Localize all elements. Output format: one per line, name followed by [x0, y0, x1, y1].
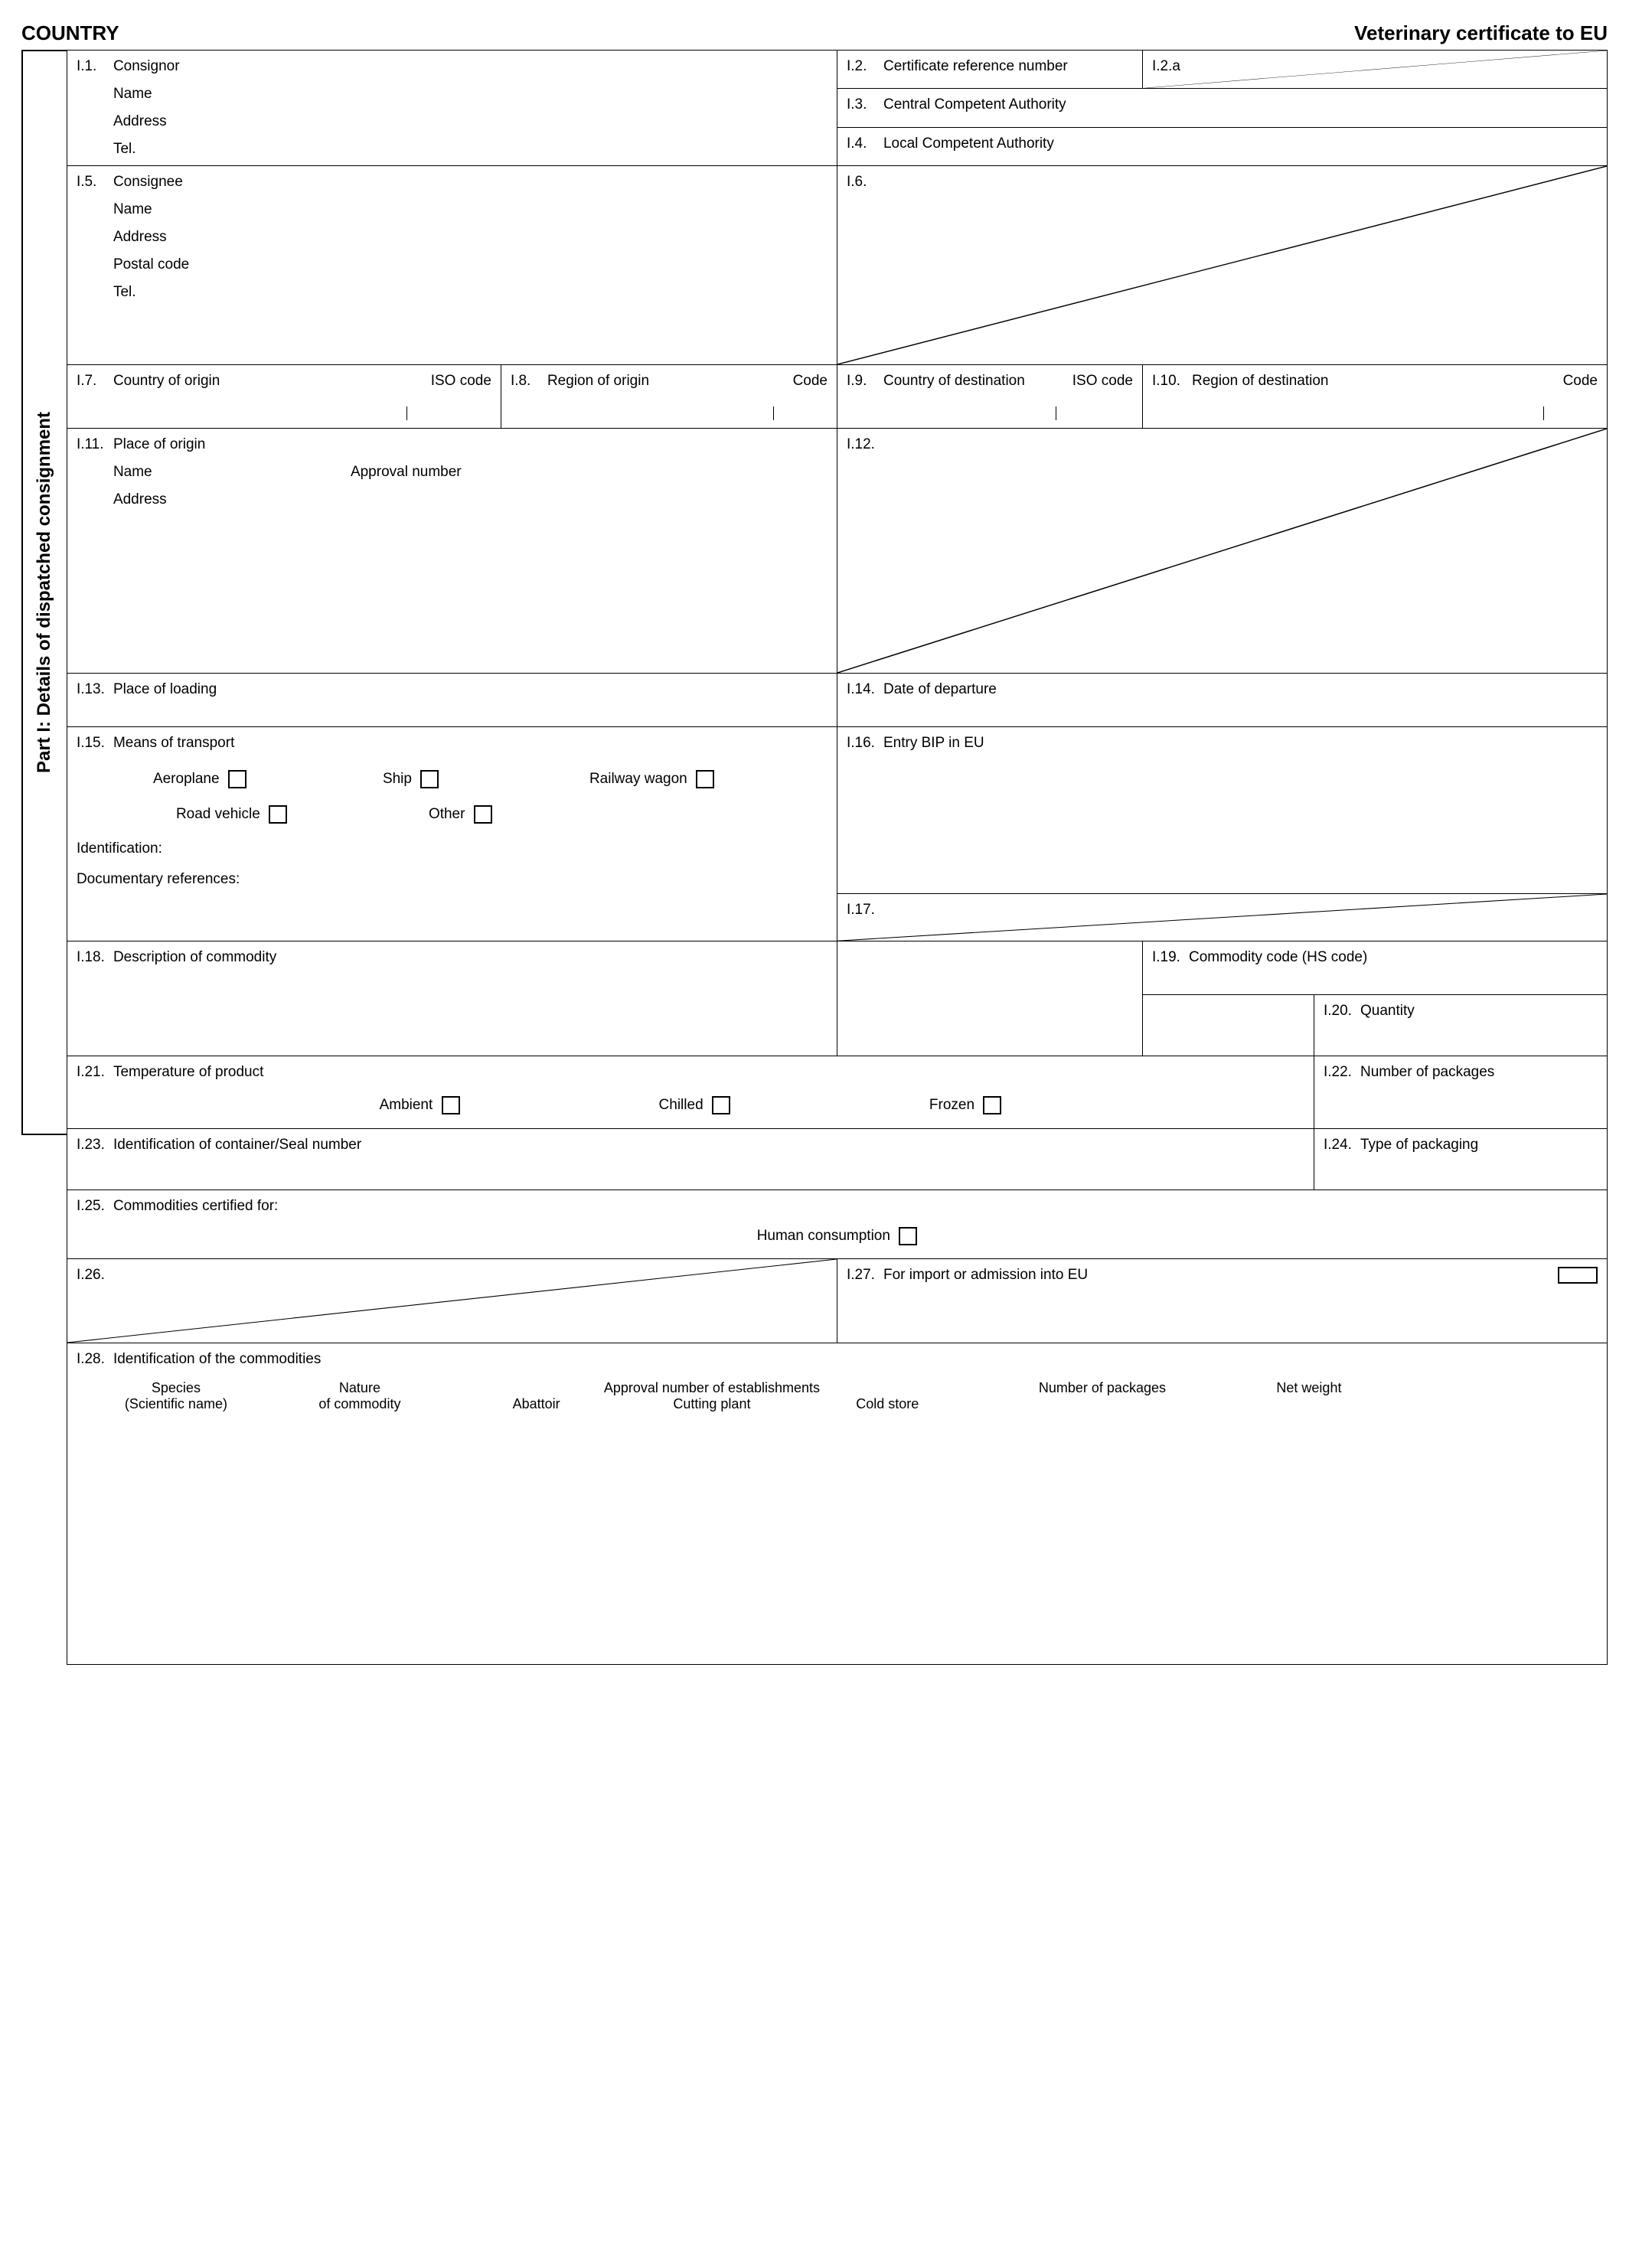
chilled-checkbox[interactable] — [712, 1096, 730, 1114]
box-i25: I.25.Commodities certified for: Human co… — [67, 1190, 1607, 1259]
box-i24: I.24.Type of packaging — [1314, 1129, 1607, 1190]
box-i14: I.14.Date of departure — [837, 674, 1607, 727]
box-i9: I.9.Country of destinationISO code — [837, 365, 1142, 429]
box-i28: I.28.Identification of the commodities S… — [67, 1343, 1607, 1665]
form-table: I.1.Consignor Name Address Tel. I.2.Cert… — [67, 50, 1608, 727]
box-i27: I.27.For import or admission into EU — [837, 1259, 1607, 1343]
box-i18: I.18.Description of commodity — [67, 941, 837, 1056]
human-consumption-checkbox[interactable] — [899, 1227, 917, 1245]
box-i8: I.8.Region of originCode — [501, 365, 837, 429]
part-label-sidebar: Part I: Details of dispatched consignmen… — [21, 50, 67, 1135]
ambient-checkbox[interactable] — [442, 1096, 460, 1114]
box-i16: I.16.Entry BIP in EU — [837, 727, 1607, 894]
road-checkbox[interactable] — [269, 805, 287, 824]
box-i10: I.10.Region of destinationCode — [1142, 365, 1607, 429]
page-header: COUNTRY Veterinary certificate to EU — [21, 21, 1608, 45]
box-i4: I.4.Local Competent Authority — [837, 127, 1607, 165]
form-table-lower: I.15.Means of transport Aeroplane Ship R… — [67, 726, 1608, 1665]
header-country: COUNTRY — [21, 21, 119, 45]
box-i2a: I.2.a — [1142, 51, 1607, 89]
box-i2: I.2.Certificate reference number — [837, 51, 1142, 89]
box-i26: I.26. — [67, 1259, 837, 1343]
railway-checkbox[interactable] — [696, 770, 714, 788]
box-i19: I.19.Commodity code (HS code) — [1142, 941, 1607, 995]
box-i23: I.23.Identification of container/Seal nu… — [67, 1129, 1314, 1190]
box-i6: I.6. — [837, 166, 1607, 365]
box-i22: I.22.Number of packages — [1314, 1056, 1607, 1129]
i28-columns: Species (Scientific name) Nature of comm… — [77, 1380, 1598, 1412]
import-checkbox[interactable] — [1558, 1267, 1598, 1284]
part-label: Part I: Details of dispatched consignmen… — [34, 412, 55, 773]
ship-checkbox[interactable] — [420, 770, 439, 788]
box-i11: I.11.Place of origin NameApproval number… — [67, 429, 837, 674]
frozen-checkbox[interactable] — [983, 1096, 1001, 1114]
box-i13: I.13.Place of loading — [67, 674, 837, 727]
box-i7: I.7.Country of originISO code — [67, 365, 501, 429]
box-i20: I.20.Quantity — [1314, 995, 1607, 1056]
box-i1: I.1.Consignor Name Address Tel. — [67, 51, 837, 166]
other-checkbox[interactable] — [474, 805, 492, 824]
certificate-form: COUNTRY Veterinary certificate to EU Par… — [21, 21, 1608, 1665]
aeroplane-checkbox[interactable] — [228, 770, 246, 788]
box-i3: I.3.Central Competent Authority — [837, 89, 1607, 127]
box-i5: I.5.Consignee Name Address Postal code T… — [67, 166, 837, 365]
box-i17: I.17. — [837, 893, 1607, 941]
header-title: Veterinary certificate to EU — [1354, 21, 1608, 45]
box-i21: I.21.Temperature of product Ambient Chil… — [67, 1056, 1314, 1129]
box-i15: I.15.Means of transport Aeroplane Ship R… — [67, 727, 837, 941]
box-i12: I.12. — [837, 429, 1607, 674]
